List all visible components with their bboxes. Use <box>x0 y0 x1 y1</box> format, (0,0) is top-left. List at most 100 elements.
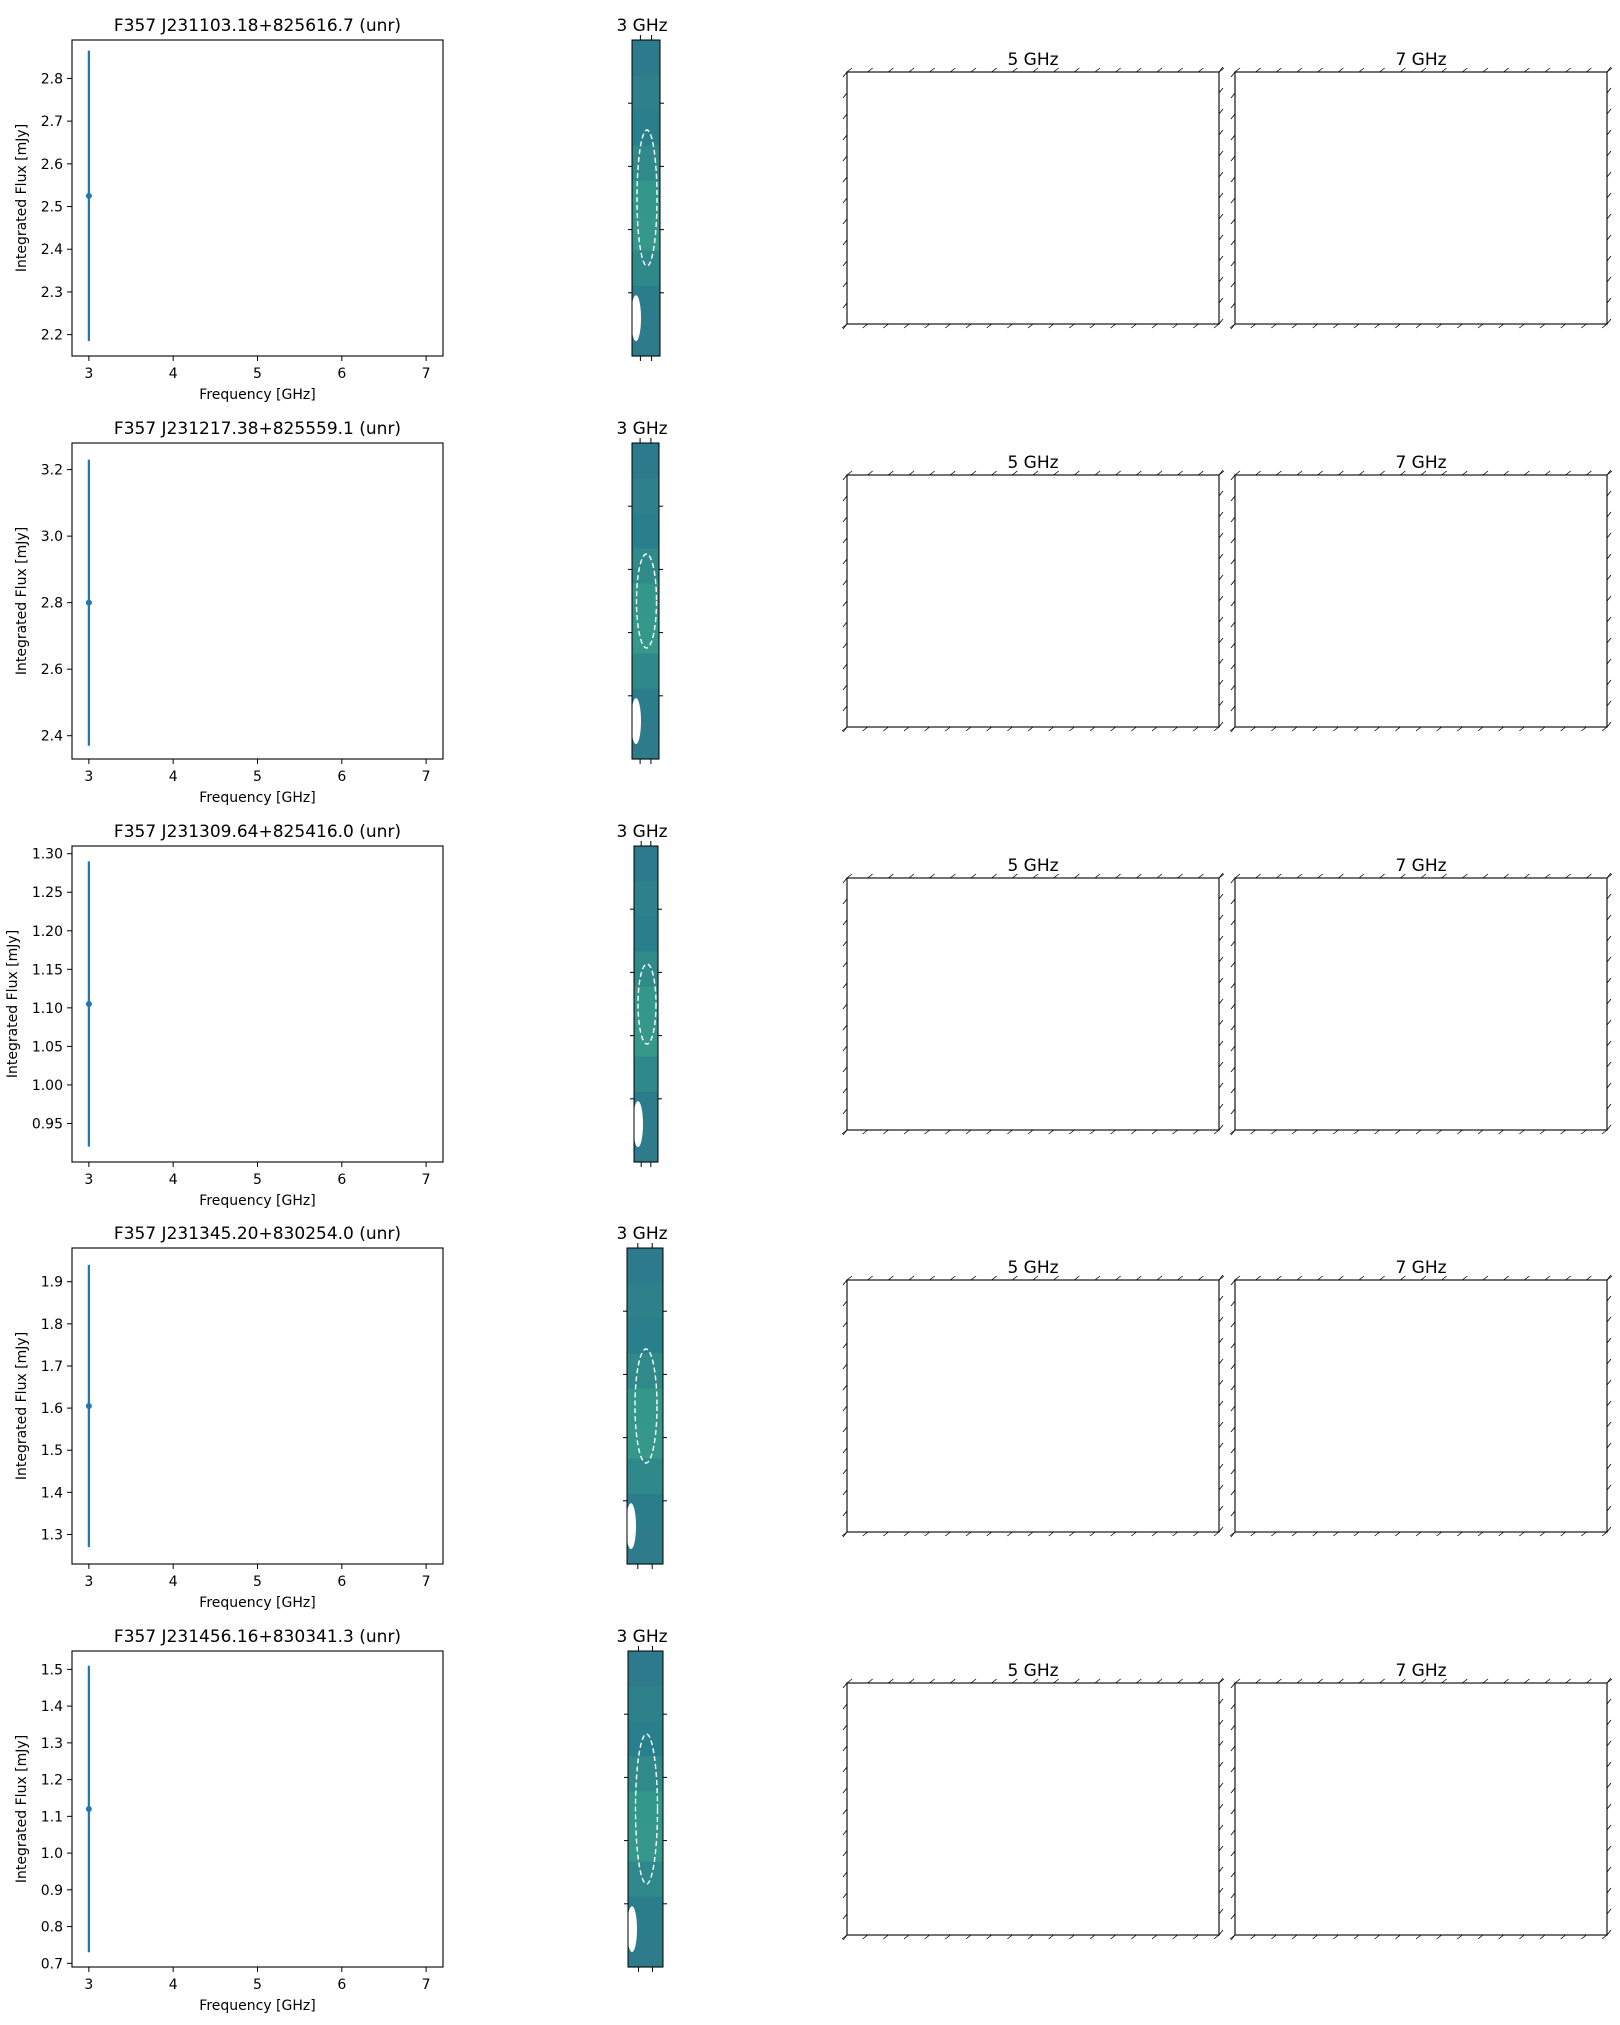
skewed-tick <box>1230 1447 1236 1454</box>
spectrum-title: F357 J231103.18+825616.7 (unr) <box>114 16 401 36</box>
x-tick-label: 5 <box>253 366 262 382</box>
skewed-tick <box>1519 1934 1525 1940</box>
skewed-tick <box>970 1678 977 1684</box>
skewed-tick <box>1218 914 1224 921</box>
beam-ellipse <box>626 1503 636 1550</box>
skewed-tick <box>1519 1531 1525 1537</box>
skewed-tick <box>1544 67 1551 73</box>
skewed-tick <box>1606 255 1612 262</box>
cutout-pixel-band <box>632 40 660 76</box>
skewed-tick <box>1539 1531 1546 1537</box>
skewed-tick <box>1544 1678 1551 1684</box>
skewed-tick <box>903 1129 910 1135</box>
skewed-tick <box>1230 1724 1236 1731</box>
panel-frame <box>846 71 1220 325</box>
skewed-tick <box>1606 171 1612 178</box>
skewed-tick <box>1230 1129 1236 1136</box>
skewed-tick <box>842 1871 848 1878</box>
skewed-tick <box>1606 66 1612 73</box>
skewed-tick <box>1374 323 1380 329</box>
skewed-tick <box>842 134 848 141</box>
cutout-3ghz-frame <box>633 845 659 1163</box>
skewed-tick <box>1218 1505 1224 1512</box>
source-ellipse <box>634 1348 658 1464</box>
skewed-tick <box>842 1892 848 1899</box>
skewed-tick <box>846 873 853 879</box>
y-tick-label: 1.4 <box>41 1485 63 1501</box>
skewed-tick <box>1296 1275 1303 1281</box>
skewed-tick <box>842 705 848 712</box>
skewed-tick <box>1606 1442 1612 1449</box>
skewed-tick <box>1457 1129 1463 1135</box>
skewed-tick <box>1177 1275 1183 1281</box>
y-tick-label: 1.4 <box>41 1699 63 1715</box>
skewed-tick <box>1477 1129 1484 1135</box>
skewed-tick <box>842 281 848 288</box>
skewed-tick <box>1606 318 1612 325</box>
skewed-tick <box>1477 323 1484 329</box>
skewed-tick <box>1338 1678 1344 1684</box>
row-5: F357 J231456.16+830341.3 (unr) 3 4 5 6 7 Frequ… <box>14 1627 1613 2014</box>
skewed-tick <box>1172 1531 1178 1537</box>
skewed-tick <box>929 873 935 879</box>
x-axis-label: Frequency [GHz] <box>199 387 315 403</box>
skewed-tick <box>1230 898 1236 905</box>
skewed-tick <box>1230 302 1236 309</box>
cutout-3ghz-title: 3 GHz <box>616 419 667 439</box>
skewed-tick <box>1524 1678 1530 1684</box>
skewed-tick <box>1606 914 1612 921</box>
skewed-tick <box>842 1447 848 1454</box>
skewed-tick <box>1374 1934 1380 1940</box>
skewed-tick <box>1218 1082 1224 1089</box>
skewed-tick <box>1271 1129 1277 1135</box>
skewed-tick <box>1230 642 1236 649</box>
y-tick-label: 1.0 <box>41 1846 63 1862</box>
y-tick-label: 2.6 <box>41 157 63 173</box>
skewed-tick <box>1539 323 1546 329</box>
skewed-tick <box>1415 323 1422 329</box>
skewed-tick <box>1255 1678 1261 1684</box>
skewed-tick <box>1094 67 1101 73</box>
skewed-tick <box>1539 1934 1546 1940</box>
skewed-tick <box>965 1934 972 1940</box>
skewed-tick <box>862 323 868 329</box>
skewed-tick <box>1230 600 1236 607</box>
skewed-tick <box>1312 726 1318 732</box>
skewed-tick <box>1462 470 1468 476</box>
skewed-tick <box>1317 1678 1323 1684</box>
skewed-tick <box>950 470 956 476</box>
skewed-tick <box>1115 873 1121 879</box>
skewed-tick <box>1110 1934 1116 1940</box>
skewed-tick <box>903 1531 910 1537</box>
x-tick-label: 6 <box>337 1977 346 1993</box>
skewed-tick <box>1606 1929 1612 1936</box>
x-tick-label: 6 <box>337 1172 346 1188</box>
cutout-pixel-band <box>632 513 659 549</box>
y-tick-label: 2.6 <box>41 662 63 678</box>
skewed-tick <box>924 726 930 732</box>
skewed-tick <box>1606 1358 1612 1365</box>
skewed-tick <box>842 1934 848 1941</box>
source-ellipse <box>634 1733 659 1885</box>
skewed-tick <box>1218 490 1224 497</box>
skewed-tick <box>991 470 997 476</box>
skewed-tick <box>1151 1531 1158 1537</box>
y-tick-label: 1.3 <box>41 1528 63 1544</box>
skewed-tick <box>1606 1040 1612 1047</box>
y-tick-label: 0.8 <box>41 1920 63 1936</box>
skewed-tick <box>1198 470 1204 476</box>
skewed-tick <box>1136 873 1142 879</box>
skewed-tick <box>842 1003 848 1010</box>
y-tick-label: 1.10 <box>32 1001 63 1017</box>
skewed-tick <box>1250 1531 1256 1537</box>
skewed-tick <box>1230 684 1236 691</box>
skewed-tick <box>970 470 977 476</box>
skewed-tick <box>846 1678 853 1684</box>
skewed-tick <box>862 1129 868 1135</box>
skewed-tick <box>842 71 848 78</box>
y-tick-label: 1.00 <box>32 1078 63 1094</box>
skewed-tick <box>1606 1698 1612 1705</box>
skewed-tick <box>1606 490 1612 497</box>
skewed-tick <box>1606 872 1612 879</box>
cutout-pixel-band <box>634 916 658 952</box>
